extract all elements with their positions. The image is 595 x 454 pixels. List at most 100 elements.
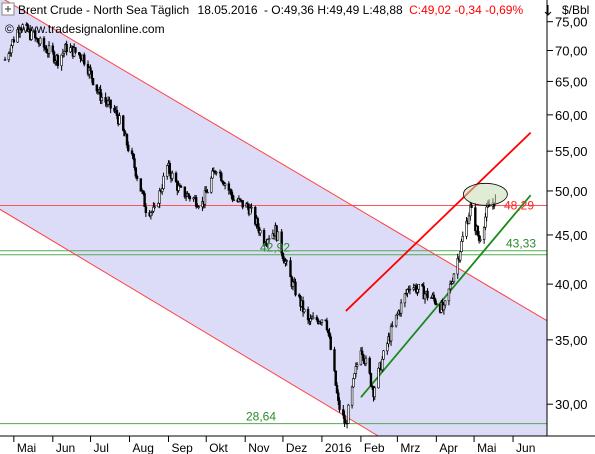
x-tick-label: Nov — [248, 441, 269, 454]
candle-body — [459, 251, 462, 261]
candle-body — [246, 203, 249, 208]
candle-body — [448, 283, 452, 290]
candle-body — [220, 172, 223, 182]
candle — [443, 300, 447, 309]
candle — [448, 280, 452, 294]
candle — [118, 112, 121, 125]
candle — [36, 38, 39, 43]
y-tick-label: 55,00 — [555, 144, 588, 159]
candle-body — [467, 215, 471, 225]
instrument-name: Brent Crude - North Sea Täglich — [18, 3, 189, 17]
candle — [355, 362, 359, 370]
candle-body — [47, 45, 51, 54]
candle-body — [447, 288, 451, 302]
candle-body — [354, 366, 358, 374]
candle — [171, 170, 174, 182]
candle-body — [433, 298, 437, 304]
channel-upper-line — [4, 0, 548, 322]
candle-body — [231, 194, 234, 201]
candle-body — [328, 332, 331, 338]
candle-body — [408, 288, 412, 291]
x-tick-label: Okt — [209, 441, 228, 454]
candle-body — [335, 385, 339, 394]
candle — [56, 53, 60, 69]
candle-body — [294, 281, 297, 296]
candle-body — [197, 206, 200, 208]
unit-label: $/Bbl — [562, 3, 589, 17]
candle — [485, 202, 488, 222]
candle-body — [311, 316, 315, 320]
candle — [144, 203, 148, 217]
candle — [153, 202, 156, 209]
candle — [289, 257, 292, 278]
candle-body — [355, 364, 359, 367]
candle-body — [135, 175, 139, 179]
candle — [325, 317, 329, 332]
candle-body — [364, 357, 368, 364]
candle-body — [315, 316, 319, 321]
candle-body — [391, 325, 394, 327]
candle-body — [386, 343, 389, 352]
candle-body — [144, 206, 148, 213]
candle-body — [118, 115, 121, 125]
candle-body — [422, 285, 425, 300]
x-tick-label: Mai — [477, 441, 496, 454]
candle-body — [399, 302, 403, 314]
candle-body — [183, 186, 187, 198]
candle — [60, 54, 63, 71]
candle-body — [60, 54, 63, 67]
candle — [188, 195, 192, 202]
x-tick-label: Apr — [439, 441, 458, 454]
candle-body — [484, 216, 487, 228]
candle — [241, 200, 244, 210]
candle-body — [223, 183, 227, 186]
candle — [3, 56, 7, 61]
candle-body — [259, 230, 262, 234]
candle — [100, 92, 104, 105]
candle — [166, 164, 169, 180]
candle-body — [403, 293, 407, 304]
y-tick-label: 45,00 — [555, 228, 588, 243]
candle-body — [309, 318, 312, 322]
candle-body — [30, 30, 33, 40]
candle — [377, 367, 380, 389]
candle — [47, 41, 51, 58]
candle — [21, 23, 24, 31]
candle — [306, 306, 310, 324]
candle — [139, 178, 143, 192]
candle-body — [241, 200, 244, 208]
candle-body — [352, 378, 355, 388]
candle — [184, 191, 188, 202]
candle — [311, 312, 315, 320]
candle — [474, 203, 477, 236]
candle-body — [211, 170, 214, 179]
highlight-ellipse — [462, 182, 508, 206]
candle-body — [280, 231, 283, 254]
candle — [256, 216, 259, 232]
candle — [422, 282, 425, 300]
candle — [381, 356, 384, 373]
candle — [350, 385, 354, 409]
candle-body — [36, 38, 39, 43]
x-tick-label: Jul — [94, 441, 109, 454]
candle — [179, 184, 183, 189]
candle-body — [227, 183, 231, 191]
candle — [220, 171, 223, 182]
level-label-28,64: 28,64 — [246, 410, 276, 424]
candle — [91, 77, 95, 86]
candle-body — [389, 326, 393, 342]
candle — [83, 52, 86, 67]
candle — [432, 291, 436, 302]
candle-body — [285, 260, 288, 262]
candle-body — [51, 45, 55, 53]
candle-body — [203, 190, 207, 205]
candle — [285, 259, 288, 266]
candle — [143, 191, 146, 207]
candle-body — [306, 309, 310, 321]
candle-body — [426, 290, 429, 299]
candle-body — [171, 172, 174, 179]
candle-body — [291, 281, 295, 287]
candle — [484, 212, 487, 231]
candle-body — [10, 45, 13, 54]
candle — [52, 50, 56, 64]
